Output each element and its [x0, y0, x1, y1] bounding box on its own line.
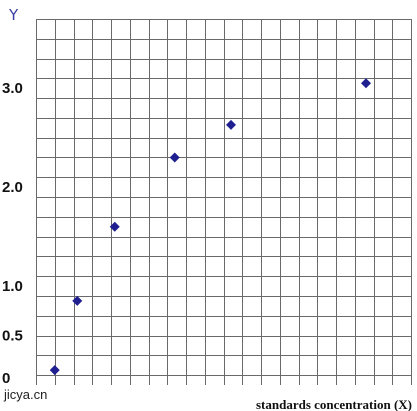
x-axis-label: standards concentration (X) — [256, 397, 412, 411]
data-point — [72, 295, 83, 306]
y-tick-label: 0.5 — [2, 328, 23, 345]
data-point — [361, 78, 371, 89]
grid — [36, 19, 412, 385]
data-point — [226, 119, 236, 130]
y-tick-label: 1.0 — [2, 278, 23, 295]
data-point — [49, 365, 60, 376]
data-point — [169, 152, 180, 163]
data-points — [49, 78, 371, 376]
y-axis-label: Y — [8, 6, 19, 24]
y-tick-label: 3.0 — [2, 80, 23, 97]
data-point — [109, 221, 120, 232]
y-tick-labels: 0 0.5 1.0 2.0 3.0 — [2, 80, 23, 387]
watermark: jicya.cn — [3, 387, 47, 402]
y-tick-label: 2.0 — [2, 179, 23, 196]
y-tick-label: 0 — [2, 370, 10, 387]
